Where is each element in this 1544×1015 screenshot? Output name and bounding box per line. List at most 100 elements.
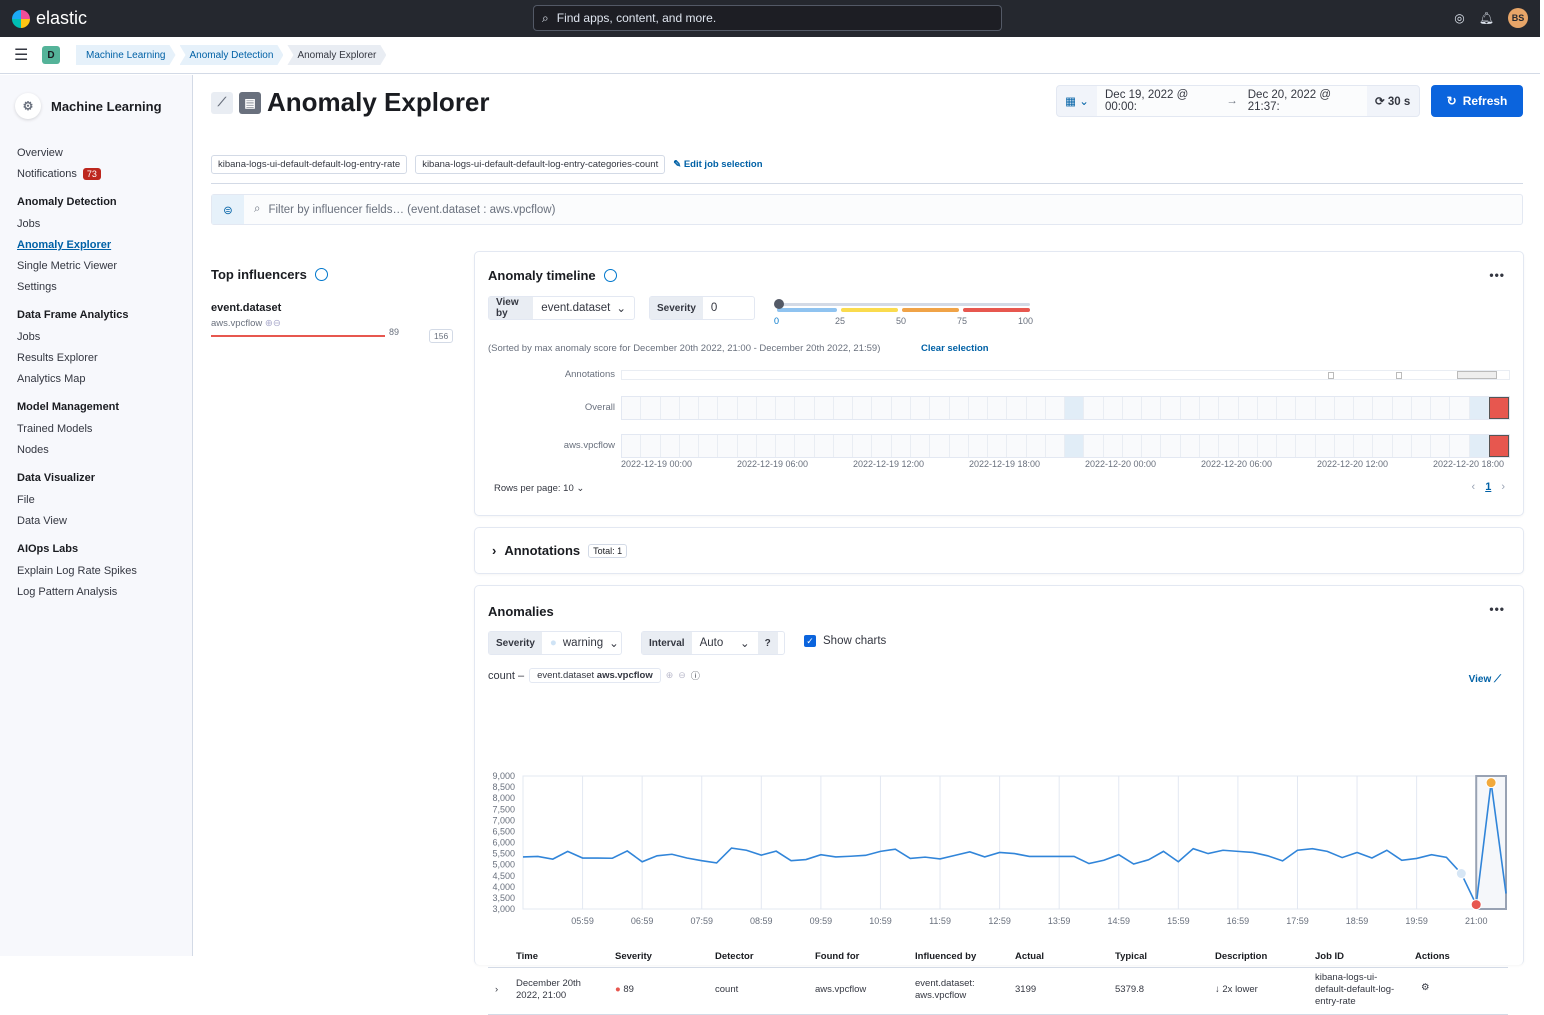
swimlane-cell[interactable] [1296, 435, 1316, 457]
swimlane-cell[interactable] [1277, 397, 1297, 419]
swimlane-cell[interactable] [737, 397, 757, 419]
filter-options-icon[interactable]: ⊜ [212, 195, 244, 224]
swimlane-cell[interactable] [1373, 435, 1393, 457]
annotations-title[interactable]: Annotations [504, 543, 581, 558]
swimlane-cell[interactable] [1142, 435, 1162, 457]
swimlane-cell[interactable] [833, 435, 854, 457]
sidebar-item-anomaly-explorer[interactable]: Anomaly Explorer [17, 239, 192, 251]
swimlane-cell[interactable] [968, 397, 989, 419]
show-charts-checkbox[interactable]: ✓ Show charts [804, 635, 886, 647]
swimlane-cell[interactable] [930, 397, 950, 419]
expand-row-chevron-icon[interactable]: › [495, 984, 499, 995]
column-header-found-for[interactable]: Found for [815, 951, 860, 962]
help-icon[interactable]: ? [757, 632, 778, 654]
slider-handle[interactable] [774, 299, 784, 309]
breadcrumb-machine-learning[interactable]: Machine Learning [76, 45, 176, 65]
influencer-filter-bar[interactable]: ⊜ ⌕ Filter by influencer fields… (event.… [211, 194, 1523, 225]
anomaly-chart[interactable]: 05:59 06:59 07:59 08:59 09:59 10:59 11:59 12:59… [475, 766, 1525, 926]
single-metric-view-icon[interactable]: ⟋ [211, 91, 233, 114]
swimlane-cell[interactable] [988, 397, 1008, 419]
swimlane-cell[interactable] [1026, 397, 1046, 419]
column-header-influenced-by[interactable]: Influenced by [915, 951, 977, 962]
swimlane-cell[interactable] [1238, 435, 1258, 457]
swimlane-cell[interactable] [949, 435, 969, 457]
rows-per-page-select[interactable]: Rows per page: 10 ⌄ [494, 483, 584, 494]
column-header-time[interactable]: Time [516, 951, 539, 962]
space-avatar[interactable]: D [42, 46, 60, 64]
swimlane-cell[interactable] [776, 397, 796, 419]
info-icon[interactable] [603, 269, 617, 282]
swimlane-cell[interactable] [891, 397, 911, 419]
swimlane-cell[interactable] [910, 435, 931, 457]
global-search-input[interactable]: ⌕ Find apps, content, and more. [533, 5, 1002, 31]
filter-add-icon[interactable]: ⊕ [264, 318, 273, 329]
swimlane-cell[interactable] [737, 435, 757, 457]
swimlane-cell[interactable] [910, 397, 931, 419]
column-header-severity[interactable]: Severity [615, 951, 652, 962]
swimlane-cell[interactable] [1334, 435, 1355, 457]
sidebar-item-nodes[interactable]: Nodes [17, 444, 192, 456]
swimlane-cell[interactable] [622, 435, 642, 457]
swimlane-cell[interactable] [1007, 397, 1027, 419]
swimlane-cell[interactable] [930, 435, 950, 457]
swimlane-cell[interactable] [872, 397, 892, 419]
sidebar-item-results-explorer[interactable]: Results Explorer [17, 352, 192, 364]
swimlane-cell[interactable] [1431, 397, 1451, 419]
swimlane-cell[interactable] [1431, 435, 1451, 457]
swimlane-cell[interactable] [1007, 435, 1027, 457]
sidebar-item-file[interactable]: File [17, 494, 192, 506]
swimlane-aws-vpcflow[interactable] [621, 434, 1510, 458]
annotation-marker[interactable] [1396, 372, 1402, 379]
breadcrumb-anomaly-detection[interactable]: Anomaly Detection [180, 45, 284, 65]
sidebar-item-jobs[interactable]: Jobs [17, 218, 192, 230]
swimlane-cell[interactable] [1450, 397, 1470, 419]
menu-hamburger-icon[interactable]: ☰ [14, 47, 29, 64]
swimlane-cell[interactable] [795, 435, 815, 457]
date-end[interactable]: Dec 20, 2022 @ 21:37: [1247, 89, 1332, 113]
column-header-job-id[interactable]: Job ID [1315, 951, 1345, 962]
swimlane-cell[interactable] [1392, 435, 1412, 457]
swimlane-cell[interactable] [814, 397, 834, 419]
chevron-right-icon[interactable]: › [492, 543, 497, 558]
swimlane-cell[interactable] [1469, 397, 1489, 419]
calendar-icon[interactable]: ▦ ⌄ [1065, 96, 1089, 108]
filter-remove-icon[interactable]: ⊖ [272, 318, 281, 329]
swimlane-cell[interactable] [795, 397, 815, 419]
filter-input[interactable]: Filter by influencer fields… (event.data… [268, 203, 556, 216]
swimlane-cell[interactable] [679, 435, 700, 457]
swimlane-cell[interactable] [988, 435, 1008, 457]
swimlane-cell[interactable] [641, 435, 661, 457]
swimlane-cell[interactable] [1180, 435, 1200, 457]
annotation-marker[interactable] [1457, 371, 1497, 379]
swimlane-cell[interactable] [1296, 397, 1316, 419]
view-chart-link[interactable]: View ⟋ [1468, 674, 1501, 685]
swimlane-cell[interactable] [872, 435, 892, 457]
swimlane-cell[interactable] [1199, 397, 1220, 419]
swimlane-cell[interactable] [1411, 397, 1432, 419]
swimlane-cell[interactable] [1392, 397, 1412, 419]
swimlane-overall[interactable] [621, 396, 1510, 420]
annotation-marker[interactable] [1328, 372, 1334, 379]
refresh-button[interactable]: ↻ Refresh [1431, 85, 1523, 117]
sidebar-item-notifications[interactable]: Notifications 73 [17, 168, 192, 180]
sidebar-item-overview[interactable]: Overview [17, 147, 192, 159]
swimlane-cell[interactable] [699, 435, 719, 457]
anomaly-marker-low[interactable] [1455, 868, 1467, 880]
column-header-typical[interactable]: Typical [1115, 951, 1148, 962]
sidebar-item-jobs[interactable]: Jobs [17, 331, 192, 343]
swimlane-cell[interactable] [679, 397, 700, 419]
swimlane-cell[interactable] [1315, 397, 1335, 419]
sidebar-item-analytics-map[interactable]: Analytics Map [17, 373, 192, 385]
page-1-button[interactable]: 1 [1485, 481, 1492, 493]
swimlane-cell[interactable] [1045, 397, 1066, 419]
anomaly-marker-major[interactable] [1485, 777, 1497, 789]
swimlane-cell[interactable] [853, 435, 873, 457]
swimlane-cell[interactable] [1103, 435, 1123, 457]
swimlane-cell[interactable] [814, 435, 834, 457]
swimlane-cell[interactable] [968, 435, 989, 457]
swimlane-cell[interactable] [1450, 435, 1470, 457]
anomaly-marker-critical[interactable] [1470, 899, 1482, 911]
swimlane-cell[interactable] [1277, 435, 1297, 457]
swimlane-cell[interactable] [1122, 397, 1143, 419]
swimlane-cell[interactable] [1315, 435, 1335, 457]
